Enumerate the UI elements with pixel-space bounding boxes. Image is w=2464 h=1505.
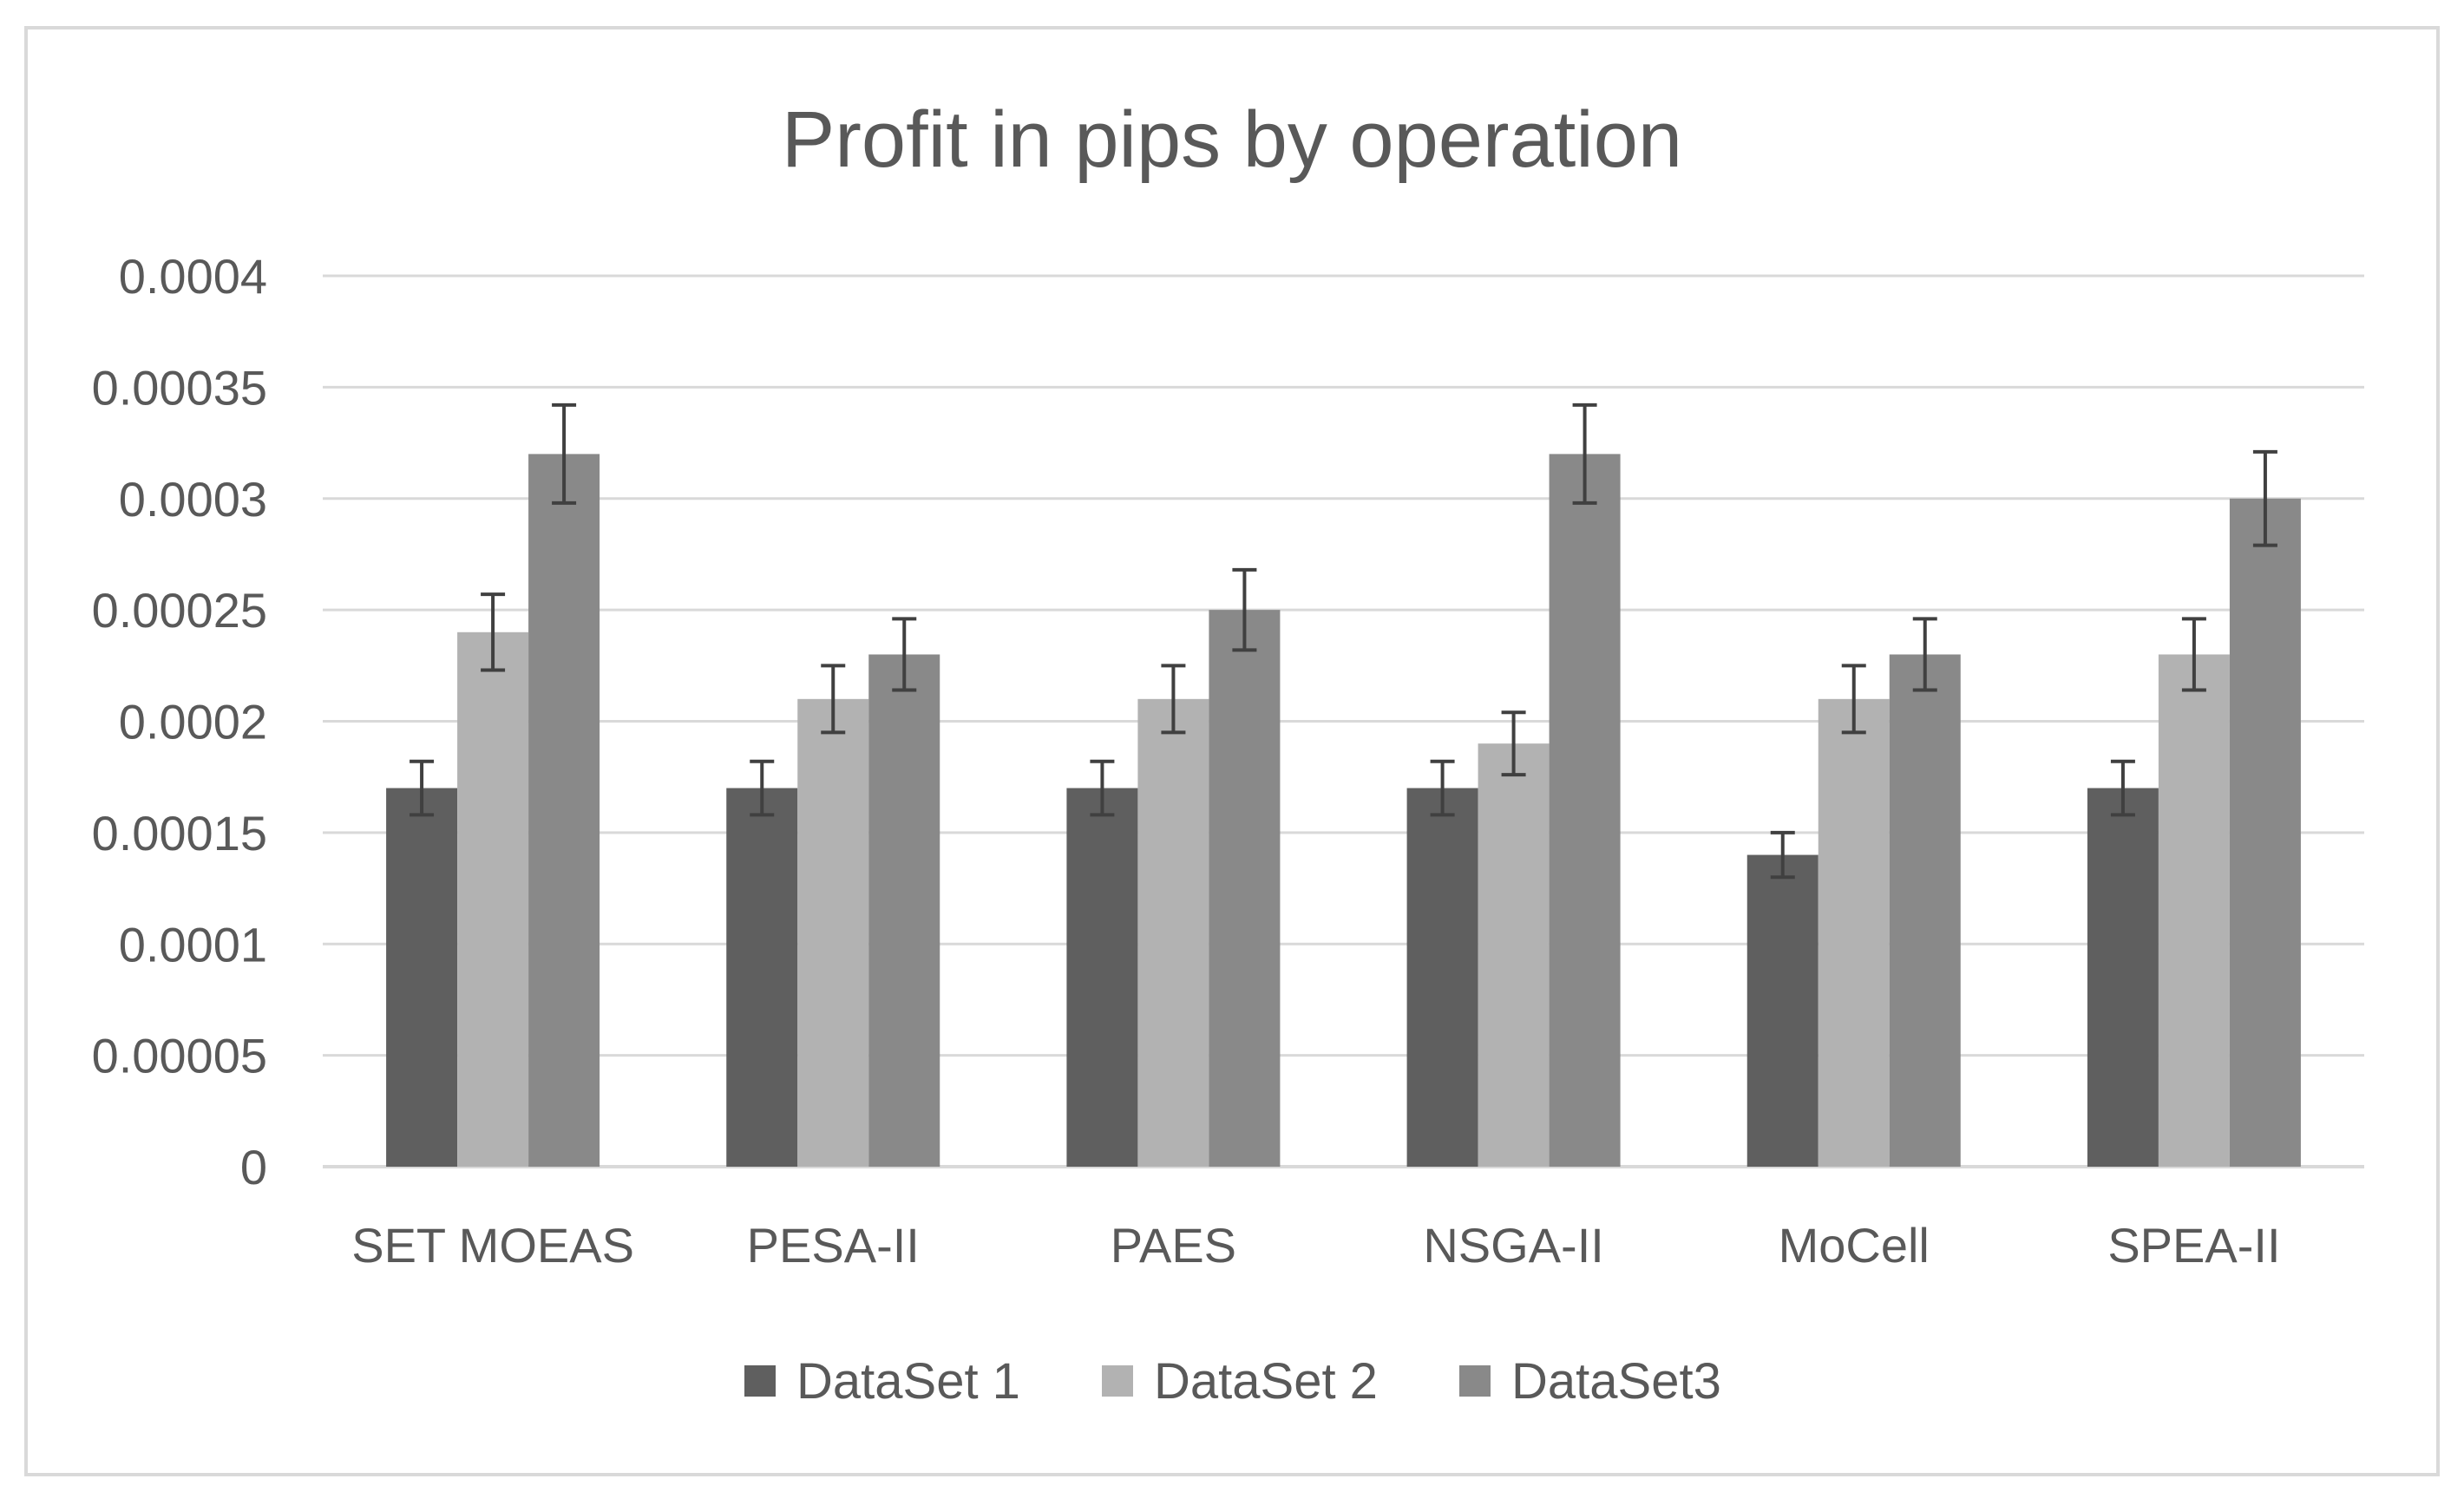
x-category-label: NSGA-II [1423,1218,1603,1273]
x-category-label: SPEA-II [2107,1218,2280,1273]
bar-dataset1-spea-ii [2087,788,2159,1167]
legend-label: DataSet 2 [1154,1353,1378,1410]
x-category-label: MoCell [1779,1218,1930,1273]
x-category-label: SET MOEAS [351,1218,634,1273]
legend: DataSet 1 DataSet 2 DataSet3 [744,1353,1721,1410]
error-bars [410,402,2277,880]
bar-dataset2-paes [1137,698,1209,1167]
error-bar [1770,830,1795,880]
legend-item: DataSet 1 [744,1353,1020,1410]
error-bar [750,759,775,817]
error-bar [1430,759,1455,817]
x-category-label: PESA-II [747,1218,920,1273]
y-tick-label: 0.00025 [92,583,267,638]
y-tick-label: 0.00015 [92,806,267,860]
bar-dataset1-mocell [1746,854,1819,1167]
bar-dataset1-pesa-ii [726,788,798,1167]
error-bar [2181,617,2206,692]
bar-dataset1-paes [1066,788,1138,1167]
chart-title: Profit in pips by operation [782,95,1682,184]
error-bar [821,664,846,735]
y-tick-label: 0.00005 [92,1029,267,1083]
error-bar [2252,449,2277,547]
legend-item: DataSet 2 [1102,1353,1378,1410]
error-bar [892,617,917,692]
y-tick-label: 0.0002 [119,695,267,749]
bars [386,454,2301,1167]
bar-dataset3-spea-ii [2229,498,2301,1167]
error-bar [1232,567,1257,652]
bar-dataset2-pesa-ii [797,698,869,1167]
error-bar [1501,710,1526,777]
y-tick-label: 0.0001 [119,917,267,972]
y-tick-label: 0.00035 [92,360,267,415]
legend-label: DataSet 1 [796,1353,1020,1410]
error-bar [481,592,506,672]
error-bar [1841,664,1866,735]
x-axis-categories: SET MOEAS PESA-II PAES NSGA-II MoCell SPEA-II [351,1218,2280,1273]
error-bar [410,759,435,817]
bar-dataset3-nsga-ii [1549,454,1621,1167]
legend-swatch [1459,1365,1491,1397]
y-tick-label: 0.0003 [119,472,267,527]
legend-swatch [1102,1365,1133,1397]
legend-item: DataSet3 [1459,1353,1721,1410]
gridlines [323,274,2364,1168]
bar-dataset1-set-moeas [386,788,458,1167]
bar-dataset2-set-moeas [457,631,529,1167]
bar-dataset1-nsga-ii [1406,788,1478,1167]
legend-swatch [744,1365,776,1397]
y-axis-ticks: 0 0.00005 0.0001 0.00015 0.0002 0.00025 0.0003… [92,249,267,1194]
x-category-label: PAES [1111,1218,1236,1273]
bar-dataset2-mocell [1818,698,1890,1167]
error-bar [1090,759,1115,817]
y-tick-label: 0.0004 [119,249,267,304]
bar-dataset2-spea-ii [2158,654,2230,1167]
bar-dataset3-set-moeas [528,454,600,1167]
error-bar [1912,617,1937,692]
legend-label: DataSet3 [1511,1353,1721,1410]
y-tick-label: 0 [240,1140,267,1194]
bar-dataset2-nsga-ii [1478,743,1550,1167]
error-bar [552,402,577,505]
error-bar [1161,664,1186,735]
error-bar [1572,402,1597,505]
bar-dataset3-paes [1209,610,1281,1167]
error-bar [2110,759,2135,817]
bar-dataset3-pesa-ii [868,654,940,1167]
bar-dataset3-mocell [1889,654,1961,1167]
